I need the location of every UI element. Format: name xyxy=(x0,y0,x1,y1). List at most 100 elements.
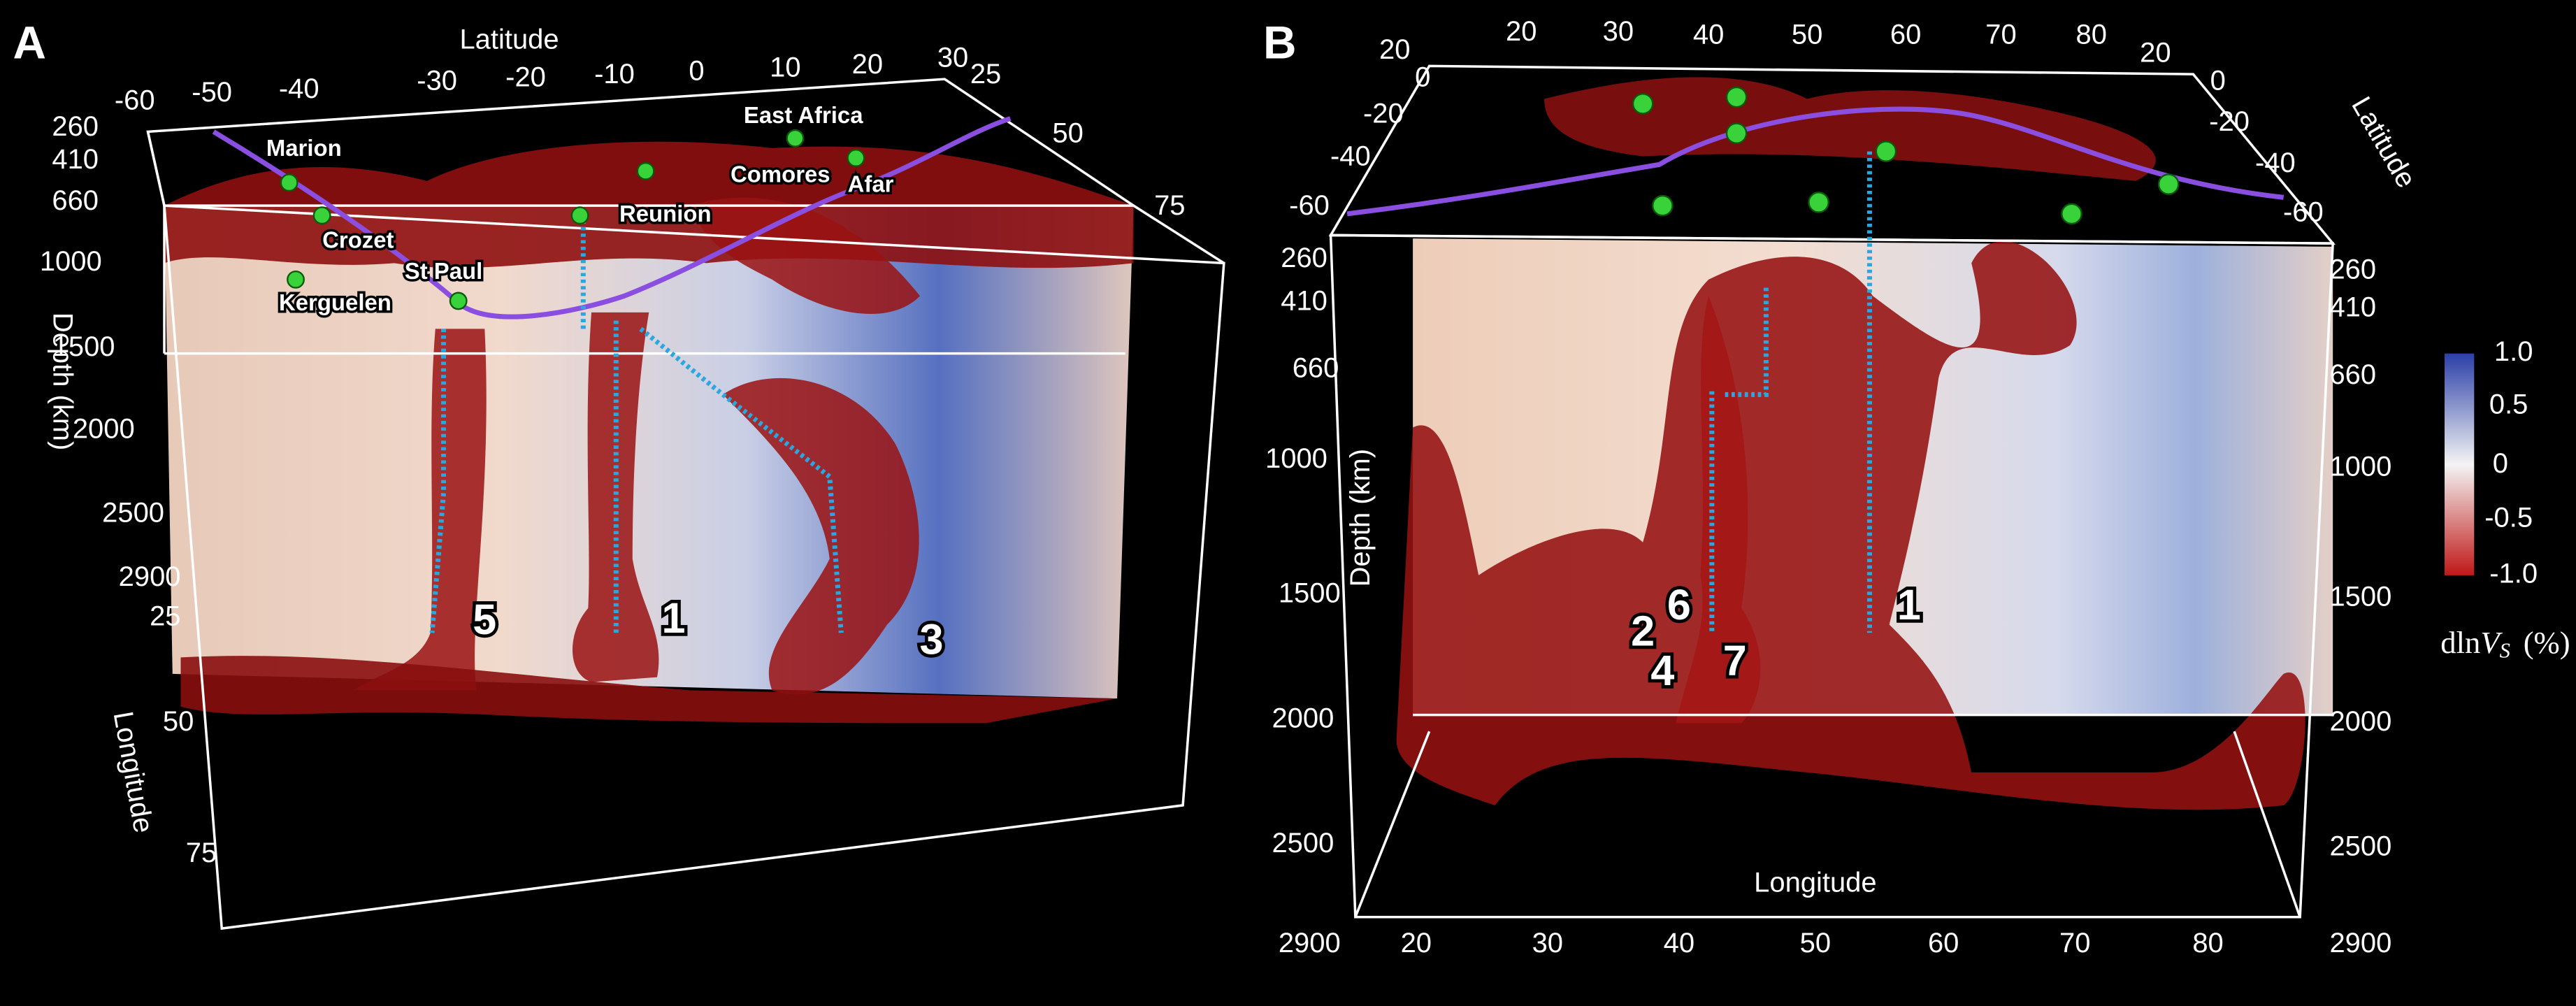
tick-label: 50 xyxy=(163,706,194,737)
hotspot-dot xyxy=(636,161,655,180)
tick-label: 70 xyxy=(1985,20,2016,50)
plume-number: 4 xyxy=(1650,647,1674,694)
tick-label: 60 xyxy=(1890,20,1921,50)
tick-label: 20 xyxy=(1401,928,1432,958)
tick-label: 1000 xyxy=(1265,443,1327,474)
tick-label: -30 xyxy=(417,65,457,96)
tick-label: 80 xyxy=(2192,928,2223,958)
label-part: (%) xyxy=(2524,625,2570,660)
tick-label: 410 xyxy=(2329,292,2376,323)
tick-label: 2000 xyxy=(2329,706,2391,737)
ridge-line xyxy=(1346,106,2284,217)
colorbar-tick: 0 xyxy=(2493,448,2508,479)
panel-b-box xyxy=(1328,64,2336,919)
tick-label: 20 xyxy=(1379,34,1410,65)
panel-a-volume xyxy=(164,141,1134,724)
tick-label: 20 xyxy=(2140,37,2171,68)
tick-label: 30 xyxy=(1603,16,1634,47)
colorbar-tick: -1.0 xyxy=(2489,558,2538,589)
tick-label: 2900 xyxy=(1279,928,1341,958)
tick-label: 10 xyxy=(770,52,800,83)
tick-label: -40 xyxy=(1330,141,1371,172)
colorbar xyxy=(2444,353,2475,575)
plume-number: 7 xyxy=(1723,637,1747,684)
tick-label: 2900 xyxy=(119,561,181,592)
hotspot-dot xyxy=(280,173,298,192)
tick-label: -60 xyxy=(115,85,155,116)
axis-label: Latitude xyxy=(459,24,559,55)
tick-label: 50 xyxy=(1052,118,1083,149)
panel-letter: A xyxy=(13,17,47,69)
plume-path xyxy=(1709,151,1872,633)
tick-label: -50 xyxy=(192,77,232,108)
tick-label: 0 xyxy=(2210,65,2226,96)
tick-label: 75 xyxy=(1154,190,1185,221)
hotspot-label: St Paul xyxy=(405,258,483,284)
tick-label: -10 xyxy=(594,59,635,89)
tick-label: 2500 xyxy=(1272,828,1334,858)
tick-label: 260 xyxy=(52,111,99,142)
tick-label: 40 xyxy=(1664,928,1694,958)
tick-label: 25 xyxy=(970,59,1001,89)
hotspot-dot xyxy=(1632,93,1654,115)
tick-label: -20 xyxy=(1363,98,1404,129)
tick-label: -60 xyxy=(1289,190,1330,221)
axis-label: Depth (km) xyxy=(1345,449,1376,587)
plume-number: 6 xyxy=(1667,581,1691,628)
tick-label: 25 xyxy=(150,601,180,632)
label-part: S xyxy=(2500,638,2510,662)
tick-label: 2000 xyxy=(1272,703,1334,733)
tick-label: 1000 xyxy=(40,246,102,277)
hotspot-dot xyxy=(570,206,589,225)
hotspot-dot xyxy=(287,270,305,289)
label-part: dln xyxy=(2440,625,2480,660)
tick-label: 50 xyxy=(1800,928,1831,958)
tick-label: 60 xyxy=(1928,928,1959,958)
panel-b-volume xyxy=(1396,77,2333,810)
tick-label: -20 xyxy=(2209,106,2250,137)
tick-label: -20 xyxy=(505,62,546,93)
plume-number: 5 xyxy=(473,596,496,643)
hotspot-dot xyxy=(312,206,331,225)
tick-label: 80 xyxy=(2075,20,2106,50)
axis-label: Longitude xyxy=(108,709,159,835)
colorbar-tick: 1.0 xyxy=(2494,336,2533,367)
tick-label: 660 xyxy=(1293,353,1339,384)
axis-label: Depth (km) xyxy=(47,312,78,451)
plume-number: 2 xyxy=(1631,608,1655,655)
tick-label: 260 xyxy=(1281,243,1327,273)
tick-label: 660 xyxy=(2329,359,2376,390)
tick-label: 2500 xyxy=(2329,831,2391,862)
hotspot-label: Marion xyxy=(266,135,342,161)
tick-label: 1500 xyxy=(1279,578,1341,609)
axis-label: Latitude xyxy=(2345,92,2422,193)
tick-label: 30 xyxy=(937,43,968,73)
tick-label: 410 xyxy=(52,144,99,175)
hotspot-dot xyxy=(1652,194,1674,217)
plume-number: 1 xyxy=(662,594,686,642)
plume-number: 1 xyxy=(1897,581,1921,628)
hotspot-label: East Africa xyxy=(744,102,863,128)
hotspot-label: Reunion xyxy=(619,201,712,227)
hotspot-label: Comores xyxy=(731,161,830,187)
tick-label: 660 xyxy=(52,185,99,216)
colorbar-tick: 0.5 xyxy=(2489,389,2528,419)
label-part: V xyxy=(2480,625,2503,660)
hotspot-dot xyxy=(1875,141,1897,162)
tick-label: 0 xyxy=(1415,62,1430,93)
tick-label: 2900 xyxy=(2329,928,2391,958)
tick-label: 50 xyxy=(1792,20,1822,50)
tick-label: 30 xyxy=(1532,928,1563,958)
hotspot-dot xyxy=(1725,86,1748,108)
ridge-line xyxy=(212,116,1012,319)
tick-label: 20 xyxy=(852,49,883,80)
plume-number: 3 xyxy=(920,615,944,663)
hotspot-label: Crozet xyxy=(322,227,394,253)
hotspot-dot xyxy=(847,149,865,167)
tick-label: 2500 xyxy=(102,497,164,528)
panel-a-box xyxy=(146,78,1225,930)
tick-label: 2000 xyxy=(73,414,135,445)
tick-label: 20 xyxy=(1506,16,1537,47)
plume-path xyxy=(429,213,844,633)
